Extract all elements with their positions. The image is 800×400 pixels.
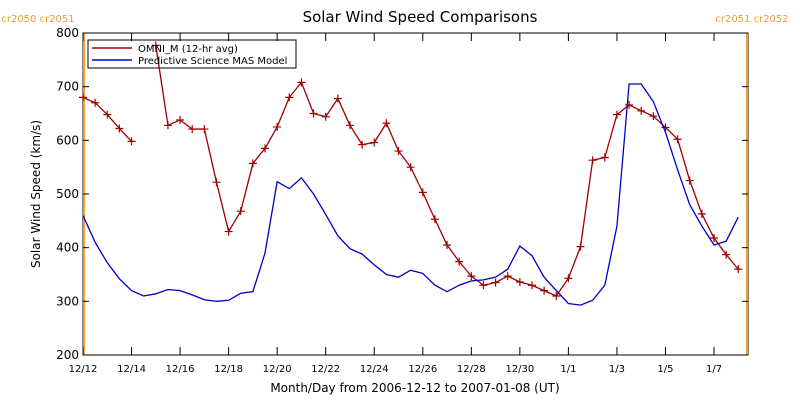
marker	[406, 163, 415, 172]
marker	[212, 178, 221, 187]
marker	[151, 41, 160, 50]
legend-label: Predictive Science MAS Model	[138, 56, 287, 67]
legend-label: OMNI_M (12-hr avg)	[138, 44, 238, 55]
marker	[722, 250, 731, 259]
marker	[503, 272, 512, 281]
marker	[600, 153, 609, 162]
marker	[309, 109, 318, 118]
marker	[540, 286, 549, 295]
marker	[697, 209, 706, 218]
marker	[236, 207, 245, 216]
marker	[103, 110, 112, 119]
x-tick-label: 12/12	[69, 364, 98, 375]
x-tick-label: 1/7	[706, 364, 722, 375]
marker	[576, 242, 585, 251]
series-line	[82, 83, 739, 306]
marker	[370, 138, 379, 147]
x-tick-label: 12/26	[408, 364, 437, 375]
marker	[224, 227, 233, 236]
marker	[564, 274, 573, 283]
marker	[625, 100, 634, 109]
x-tick-label: 12/14	[117, 364, 146, 375]
marker	[297, 78, 306, 87]
marker	[261, 144, 270, 153]
marker	[710, 234, 719, 243]
marker	[200, 125, 209, 134]
x-tick-label: 12/28	[457, 364, 486, 375]
y-tick-label: 800	[56, 26, 79, 40]
marker	[479, 281, 488, 290]
marker	[443, 240, 452, 249]
marker	[358, 140, 367, 149]
annotation: cr2051 cr2052	[715, 14, 788, 25]
x-tick-label: 12/18	[214, 364, 243, 375]
marker	[91, 98, 100, 107]
marker	[345, 121, 354, 130]
marker	[285, 93, 294, 102]
x-tick-label: 1/1	[560, 364, 576, 375]
y-tick-label: 500	[56, 187, 79, 201]
y-tick-label: 400	[56, 241, 79, 255]
marker	[248, 159, 257, 168]
marker	[394, 147, 403, 156]
marker	[321, 112, 330, 121]
chart-title: Solar Wind Speed Comparisons	[303, 8, 538, 26]
x-tick-label: 12/20	[263, 364, 292, 375]
marker	[188, 125, 197, 134]
y-tick-label: 300	[56, 294, 79, 308]
marker	[115, 124, 124, 133]
marker	[491, 278, 500, 287]
legend-box	[87, 39, 297, 69]
y-axis-label: Solar Wind Speed (km/s)	[29, 120, 43, 268]
marker	[515, 278, 524, 287]
x-tick-label: 12/16	[166, 364, 195, 375]
marker	[455, 257, 464, 266]
y-tick-label: 600	[56, 133, 79, 147]
marker	[649, 112, 658, 121]
marker	[467, 272, 476, 281]
marker	[127, 137, 136, 146]
marker	[612, 110, 621, 119]
marker	[637, 106, 646, 115]
marker	[734, 265, 743, 274]
marker	[176, 115, 185, 124]
y-tick-label: 700	[56, 80, 79, 94]
marker	[430, 215, 439, 224]
y-tick-label: 200	[56, 348, 79, 362]
x-tick-label: 12/22	[311, 364, 340, 375]
marker	[382, 119, 391, 128]
x-tick-label: 1/3	[609, 364, 625, 375]
marker	[163, 121, 172, 130]
marker	[79, 93, 87, 102]
marker	[673, 135, 682, 144]
annotation: cr2050 cr2051	[1, 14, 74, 25]
x-tick-label: 1/5	[657, 364, 673, 375]
x-tick-label: 12/30	[505, 364, 534, 375]
marker	[333, 94, 342, 103]
x-axis-label: Month/Day from 2006-12-12 to 2007-01-08 …	[270, 381, 559, 395]
marker	[552, 291, 561, 300]
x-tick-label: 12/24	[360, 364, 389, 375]
marker	[418, 188, 427, 197]
marker	[661, 123, 670, 132]
marker	[685, 176, 694, 185]
marker	[273, 122, 282, 131]
marker	[527, 281, 536, 290]
plot-frame	[82, 32, 749, 356]
marker	[588, 156, 597, 165]
